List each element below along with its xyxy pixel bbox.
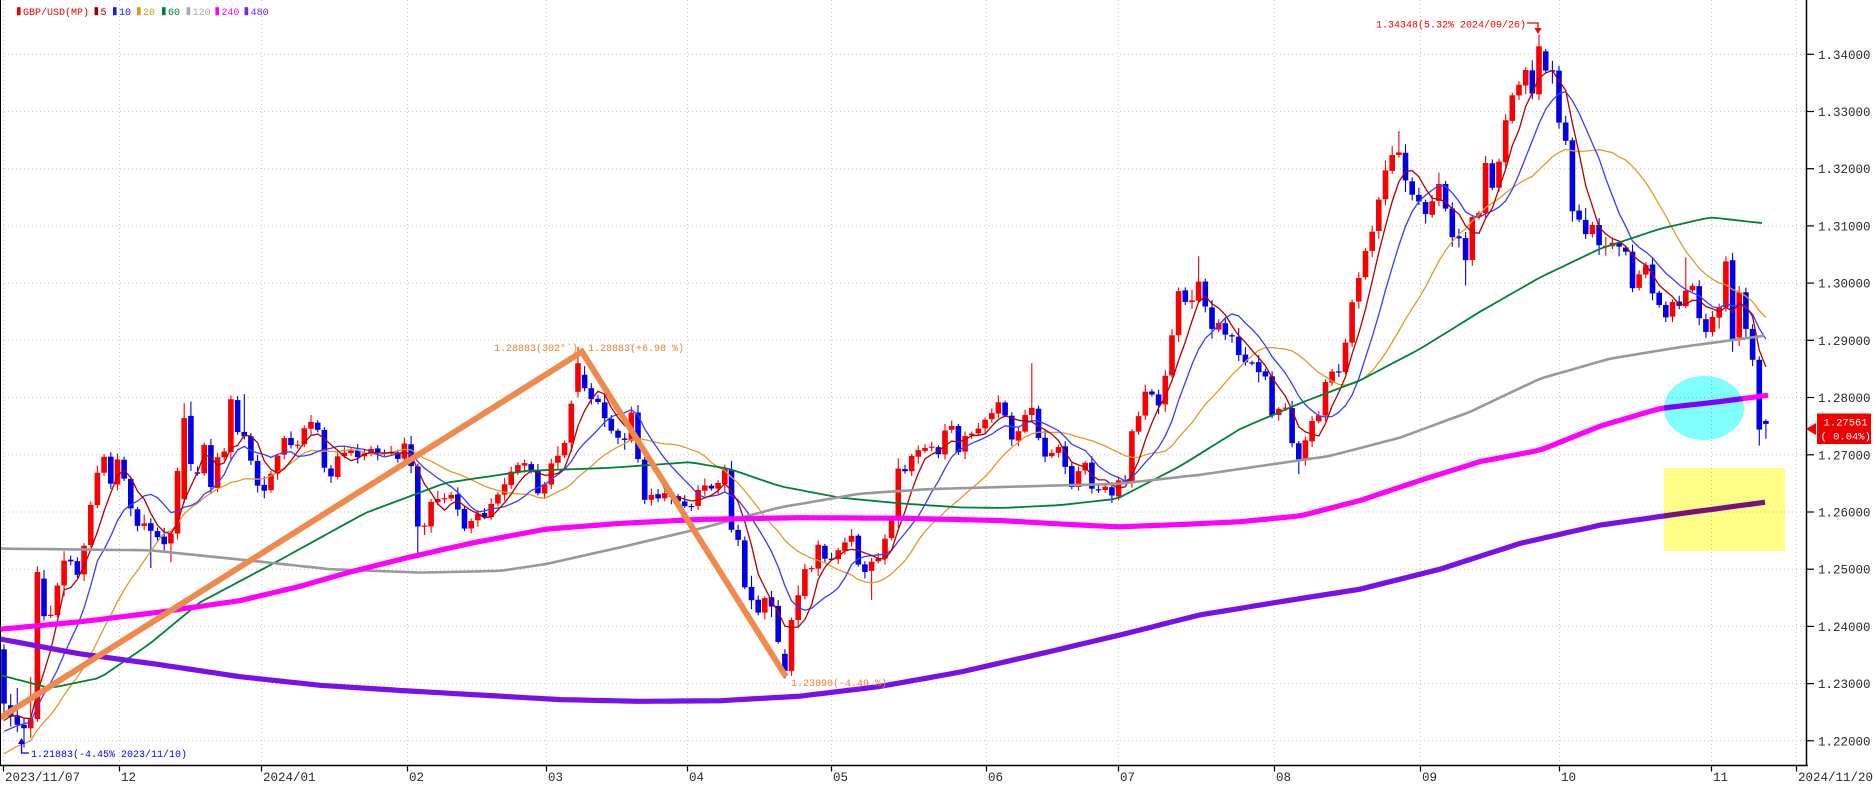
svg-text:1.24000: 1.24000 xyxy=(1818,621,1871,635)
svg-text:2023/11/07: 2023/11/07 xyxy=(5,771,80,784)
svg-text:05: 05 xyxy=(833,771,848,784)
svg-text:( 0.04%): ( 0.04%) xyxy=(1821,432,1871,444)
svg-text:1.34348(5.32% 2024/09/26): 1.34348(5.32% 2024/09/26) xyxy=(1376,20,1526,32)
svg-text:1.28883(+6.98 %): 1.28883(+6.98 %) xyxy=(588,343,684,355)
svg-text:1.22000: 1.22000 xyxy=(1818,735,1871,749)
svg-text:08: 08 xyxy=(1276,771,1291,784)
svg-text:03: 03 xyxy=(548,771,563,784)
svg-text:1.33000: 1.33000 xyxy=(1818,106,1871,120)
svg-text:11: 11 xyxy=(1713,771,1728,784)
svg-text:10: 10 xyxy=(119,8,131,19)
svg-text:04: 04 xyxy=(689,771,704,784)
svg-text:1.23090(-4.49 %): 1.23090(-4.49 %) xyxy=(791,678,887,690)
svg-text:5: 5 xyxy=(101,8,107,19)
svg-text:1.31000: 1.31000 xyxy=(1818,220,1871,234)
svg-text:1.34000: 1.34000 xyxy=(1818,49,1871,63)
svg-text:1.21883(-4.45% 2023/11/10): 1.21883(-4.45% 2023/11/10) xyxy=(31,749,187,761)
svg-text:1.30000: 1.30000 xyxy=(1818,278,1871,292)
svg-text:120: 120 xyxy=(193,8,211,19)
svg-text:60: 60 xyxy=(168,8,180,19)
svg-text:1.28000: 1.28000 xyxy=(1818,392,1871,406)
svg-text:2024/11/20: 2024/11/20 xyxy=(1798,771,1873,784)
svg-text:1.27000: 1.27000 xyxy=(1818,449,1871,463)
svg-text:20: 20 xyxy=(143,8,155,19)
svg-text:09: 09 xyxy=(1422,771,1437,784)
svg-text:06: 06 xyxy=(988,771,1003,784)
svg-text:2024/01: 2024/01 xyxy=(263,771,316,784)
svg-text:480: 480 xyxy=(251,8,269,19)
svg-text:1.23000: 1.23000 xyxy=(1818,678,1871,692)
svg-text:240: 240 xyxy=(221,8,239,19)
svg-text:10: 10 xyxy=(1561,771,1576,784)
svg-text:07: 07 xyxy=(1120,771,1135,784)
svg-text:1.28883(302°`): 1.28883(302°`) xyxy=(494,342,578,355)
svg-text:GBP/USD(MP): GBP/USD(MP) xyxy=(23,7,89,19)
svg-text:12: 12 xyxy=(121,771,136,784)
svg-text:02: 02 xyxy=(409,771,424,784)
svg-text:1.26000: 1.26000 xyxy=(1818,507,1871,521)
svg-text:1.25000: 1.25000 xyxy=(1818,564,1871,578)
svg-text:1.32000: 1.32000 xyxy=(1818,163,1871,177)
svg-text:1.27561: 1.27561 xyxy=(1824,418,1868,430)
svg-text:1.29000: 1.29000 xyxy=(1818,335,1871,349)
